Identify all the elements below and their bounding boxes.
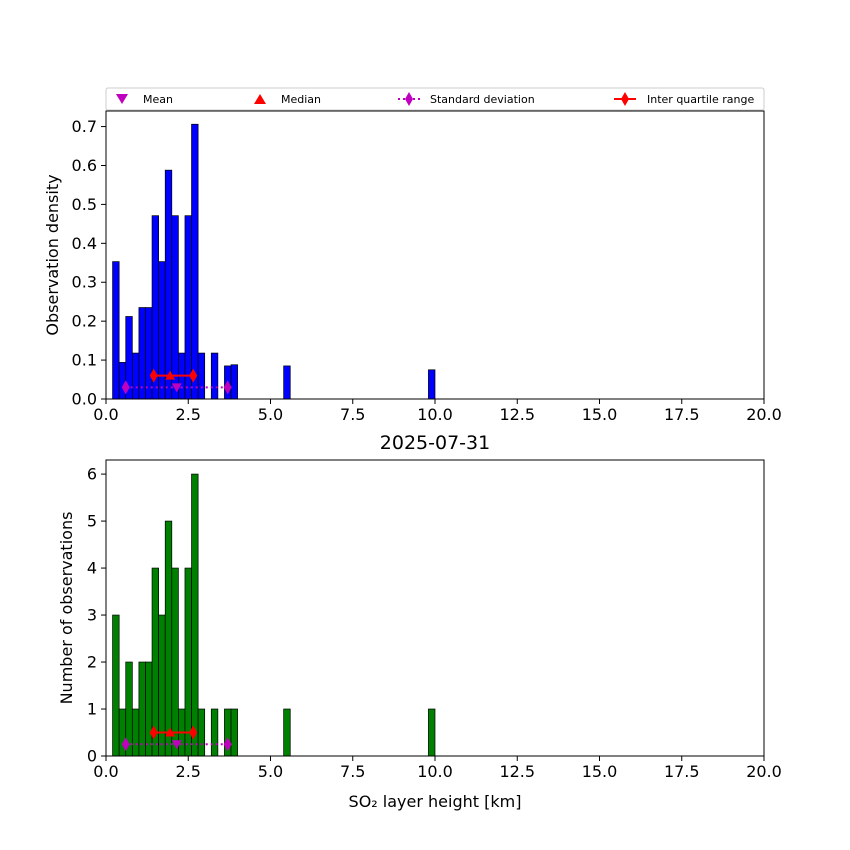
- histogram-bar: [112, 261, 120, 400]
- x-tick-label: 20.0: [746, 405, 782, 424]
- histogram-bar: [428, 708, 436, 757]
- y-tick-label: 0.1: [72, 351, 97, 370]
- x-tick-label: 12.5: [499, 762, 535, 781]
- x-tick-label: 0.0: [93, 762, 118, 781]
- median-marker: [165, 727, 176, 737]
- x-tick-label: 20.0: [746, 762, 782, 781]
- x-tick-label: 17.5: [664, 405, 700, 424]
- histogram-bar: [210, 708, 219, 757]
- std-endpoint-marker: [121, 380, 130, 395]
- y-tick-label: 0.7: [72, 117, 97, 136]
- top-ylabel: Observation density: [43, 174, 62, 335]
- bottom-ylabel: Number of observations: [57, 512, 76, 705]
- x-tick-label: 2.5: [176, 405, 201, 424]
- x-tick-label: 17.5: [664, 762, 700, 781]
- mean-marker: [171, 383, 182, 393]
- y-tick-label: 0.6: [72, 156, 97, 175]
- std-endpoint-marker: [121, 737, 130, 752]
- y-tick-label: 3: [87, 606, 97, 625]
- histogram-bar: [191, 473, 199, 757]
- mean-marker: [171, 740, 182, 750]
- mean-legend-marker: [116, 94, 128, 104]
- x-tick-label: 15.0: [582, 762, 618, 781]
- histogram-bar: [184, 215, 192, 400]
- legend-entry-mean: Mean: [116, 93, 173, 106]
- std-endpoint-marker: [223, 737, 232, 752]
- histogram-bar: [138, 661, 146, 757]
- y-tick-label: 0: [87, 747, 97, 766]
- iqr-endpoint-marker: [149, 368, 158, 383]
- y-tick-label: 1: [87, 700, 97, 719]
- iqr-endpoint-marker: [149, 725, 158, 740]
- x-tick-label: 15.0: [582, 405, 618, 424]
- histogram-bar: [184, 567, 192, 757]
- x-tick-label: 5.0: [258, 405, 283, 424]
- histogram-bar: [138, 307, 146, 400]
- histogram-bar: [428, 369, 436, 400]
- y-tick-label: 4: [87, 559, 97, 578]
- iqr-endpoint-marker: [189, 725, 198, 740]
- histogram-bar: [230, 708, 238, 757]
- x-tick-label: 10.0: [417, 762, 453, 781]
- median-marker: [165, 370, 176, 380]
- x-tick-label: 12.5: [499, 405, 535, 424]
- legend: Mean Median Standard deviation Inter qua…: [105, 87, 765, 111]
- histogram-bar: [171, 567, 179, 757]
- histogram-bar: [197, 352, 206, 400]
- x-tick-label: 0.0: [93, 405, 118, 424]
- legend-label-std: Standard deviation: [430, 93, 535, 106]
- histogram-bar: [158, 614, 166, 757]
- count-histogram-panel: 0.0 2.5 5.0 7.5 10.0 12.5 15.0 17.5 20.0 0 1 2 3 4 5 6: [87, 459, 782, 781]
- y-tick-label: 2: [87, 653, 97, 672]
- histogram-bar: [164, 169, 173, 400]
- histogram-bar: [164, 520, 173, 757]
- std-legend-marker: [405, 92, 413, 106]
- legend-label-mean: Mean: [143, 93, 173, 106]
- histogram-bar: [158, 261, 166, 400]
- legend-frame: [105, 87, 765, 111]
- iqr-endpoint-marker: [189, 368, 198, 383]
- x-tick-label: 7.5: [340, 405, 365, 424]
- y-tick-label: 0.3: [72, 273, 97, 292]
- legend-label-iqr: Inter quartile range: [647, 93, 754, 106]
- histogram-bar: [191, 123, 199, 400]
- legend-entry-iqr: Inter quartile range: [614, 92, 754, 106]
- y-tick-label: 6: [87, 465, 97, 484]
- legend-entry-median: Median: [254, 93, 321, 106]
- y-tick-label: 0.2: [72, 312, 97, 331]
- x-tick-label: 5.0: [258, 762, 283, 781]
- std-endpoint-marker: [223, 380, 232, 395]
- y-tick-label: 0.4: [72, 234, 97, 253]
- histogram-bar: [283, 365, 291, 400]
- histogram-bar: [283, 708, 291, 757]
- histogram-bar: [171, 215, 179, 400]
- iqr-legend-marker: [621, 92, 629, 106]
- y-tick-label: 5: [87, 512, 97, 531]
- bottom-title: 2025-07-31: [380, 432, 490, 454]
- histogram-bar: [131, 352, 140, 400]
- histogram-bar: [145, 307, 153, 400]
- histogram-bar: [210, 352, 219, 400]
- median-legend-marker: [254, 94, 266, 104]
- legend-label-median: Median: [281, 93, 321, 106]
- histogram-bar: [197, 708, 206, 757]
- y-tick-label: 0.5: [72, 195, 97, 214]
- x-tick-label: 7.5: [340, 762, 365, 781]
- histogram-bar: [131, 708, 140, 757]
- density-histogram-panel: 0.0 2.5 5.0 7.5 10.0 12.5 15.0 17.5 20.0 0.0 0.1 0.…: [72, 110, 782, 424]
- x-tick-label: 10.0: [417, 405, 453, 424]
- histogram-bar: [230, 364, 238, 400]
- legend-entry-std: Standard deviation: [398, 92, 535, 106]
- histogram-bar: [145, 661, 153, 757]
- histogram-bar: [118, 362, 127, 400]
- bottom-xlabel: SO₂ layer height [km]: [349, 792, 522, 811]
- y-tick-label: 0.0: [72, 390, 97, 409]
- histogram-bar: [112, 614, 120, 757]
- x-tick-label: 2.5: [176, 762, 201, 781]
